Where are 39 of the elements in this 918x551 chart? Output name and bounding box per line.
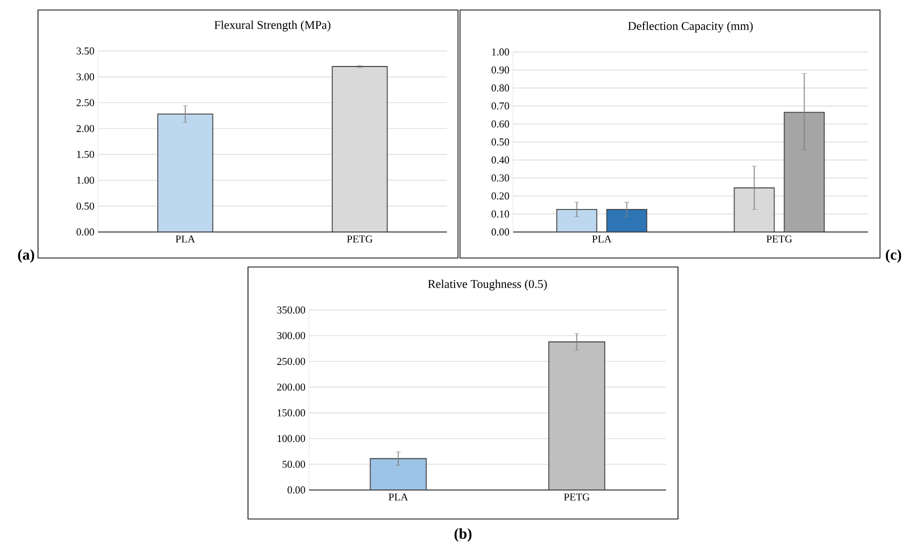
chart-title: Relative Toughness (0.5) xyxy=(428,280,547,290)
text: (b) xyxy=(454,528,472,542)
y-tick-label: 2.00 xyxy=(76,125,94,132)
x-tick-label: PETG xyxy=(564,494,590,501)
chart-title: Flexural Strength (MPa) xyxy=(214,20,330,32)
x-tick-label: PETG xyxy=(766,236,792,243)
y-tick-label: 0.00 xyxy=(288,486,306,494)
y-tick-label: 3.50 xyxy=(76,47,94,55)
y-tick-label: 0.50 xyxy=(76,202,94,210)
y-tick-label: 0.30 xyxy=(492,174,510,182)
y-tick-label: 0.20 xyxy=(492,192,510,200)
y-tick-label: 350.00 xyxy=(277,306,306,314)
y-tick-label: 1.00 xyxy=(77,176,94,184)
x-tick-label: PLA xyxy=(592,236,612,242)
text: (c) xyxy=(886,249,902,263)
text: (a) xyxy=(18,249,34,263)
y-tick-label: 0.80 xyxy=(492,84,510,92)
x-tick-label: PLA xyxy=(388,494,408,500)
y-tick-label: 150.00 xyxy=(278,409,306,416)
y-tick-label: 3.00 xyxy=(76,73,94,80)
y-tick-label: 200.00 xyxy=(277,384,306,391)
x-tick-label: PETG xyxy=(346,236,372,243)
y-tick-label: 0.00 xyxy=(76,228,94,236)
y-tick-label: 100.00 xyxy=(278,435,306,442)
y-tick-label: 0.00 xyxy=(492,228,510,236)
y-tick-label: 0.50 xyxy=(492,138,510,146)
y-tick-label: 0.60 xyxy=(492,120,510,128)
y-tick-label: 0.10 xyxy=(492,210,510,218)
y-tick-label: 250.00 xyxy=(277,358,306,365)
y-tick-label: 2.50 xyxy=(76,99,94,106)
y-tick-label: 300.00 xyxy=(277,332,306,340)
y-tick-label: 1.50 xyxy=(77,150,94,158)
y-tick-label: 1.00 xyxy=(492,48,510,56)
x-tick-label: PLA xyxy=(176,236,196,242)
y-tick-label: 50.00 xyxy=(282,460,306,468)
y-tick-label: 0.90 xyxy=(492,66,510,74)
chart-title: Deflection Capacity (mm) xyxy=(628,21,753,32)
y-tick-label: 0.40 xyxy=(492,156,510,164)
y-tick-label: 0.70 xyxy=(492,102,510,110)
